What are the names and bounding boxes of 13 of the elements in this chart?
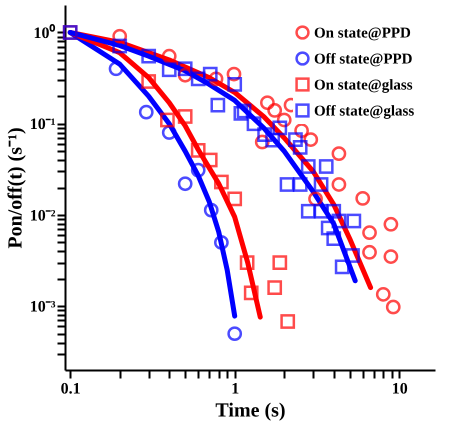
y-tick-label: 10⁻³ — [30, 298, 56, 316]
x-tick-label: 10 — [392, 380, 408, 398]
y-tick-label: 10⁰ — [34, 24, 56, 42]
legend-label: Off state@PPD — [314, 52, 413, 68]
legend-label: On state@PPD — [314, 26, 412, 42]
legend-label: On state@glass — [314, 78, 413, 94]
x-tick-label: 1 — [231, 380, 240, 398]
y-tick-label: 10⁻² — [30, 207, 56, 224]
x-axis-title: Time (s) — [215, 400, 286, 422]
y-axis-title: Pon/off(t) (s⁻¹) — [4, 127, 27, 249]
x-tick-label: 0.1 — [60, 380, 81, 398]
y-tick-label: 10⁻¹ — [30, 116, 56, 134]
legend-label: Off state@glass — [314, 104, 414, 120]
